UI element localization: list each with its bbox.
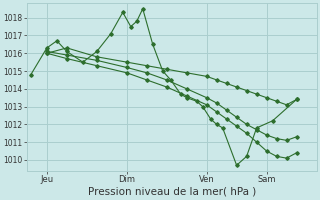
X-axis label: Pression niveau de la mer( hPa ): Pression niveau de la mer( hPa ) [88,187,256,197]
